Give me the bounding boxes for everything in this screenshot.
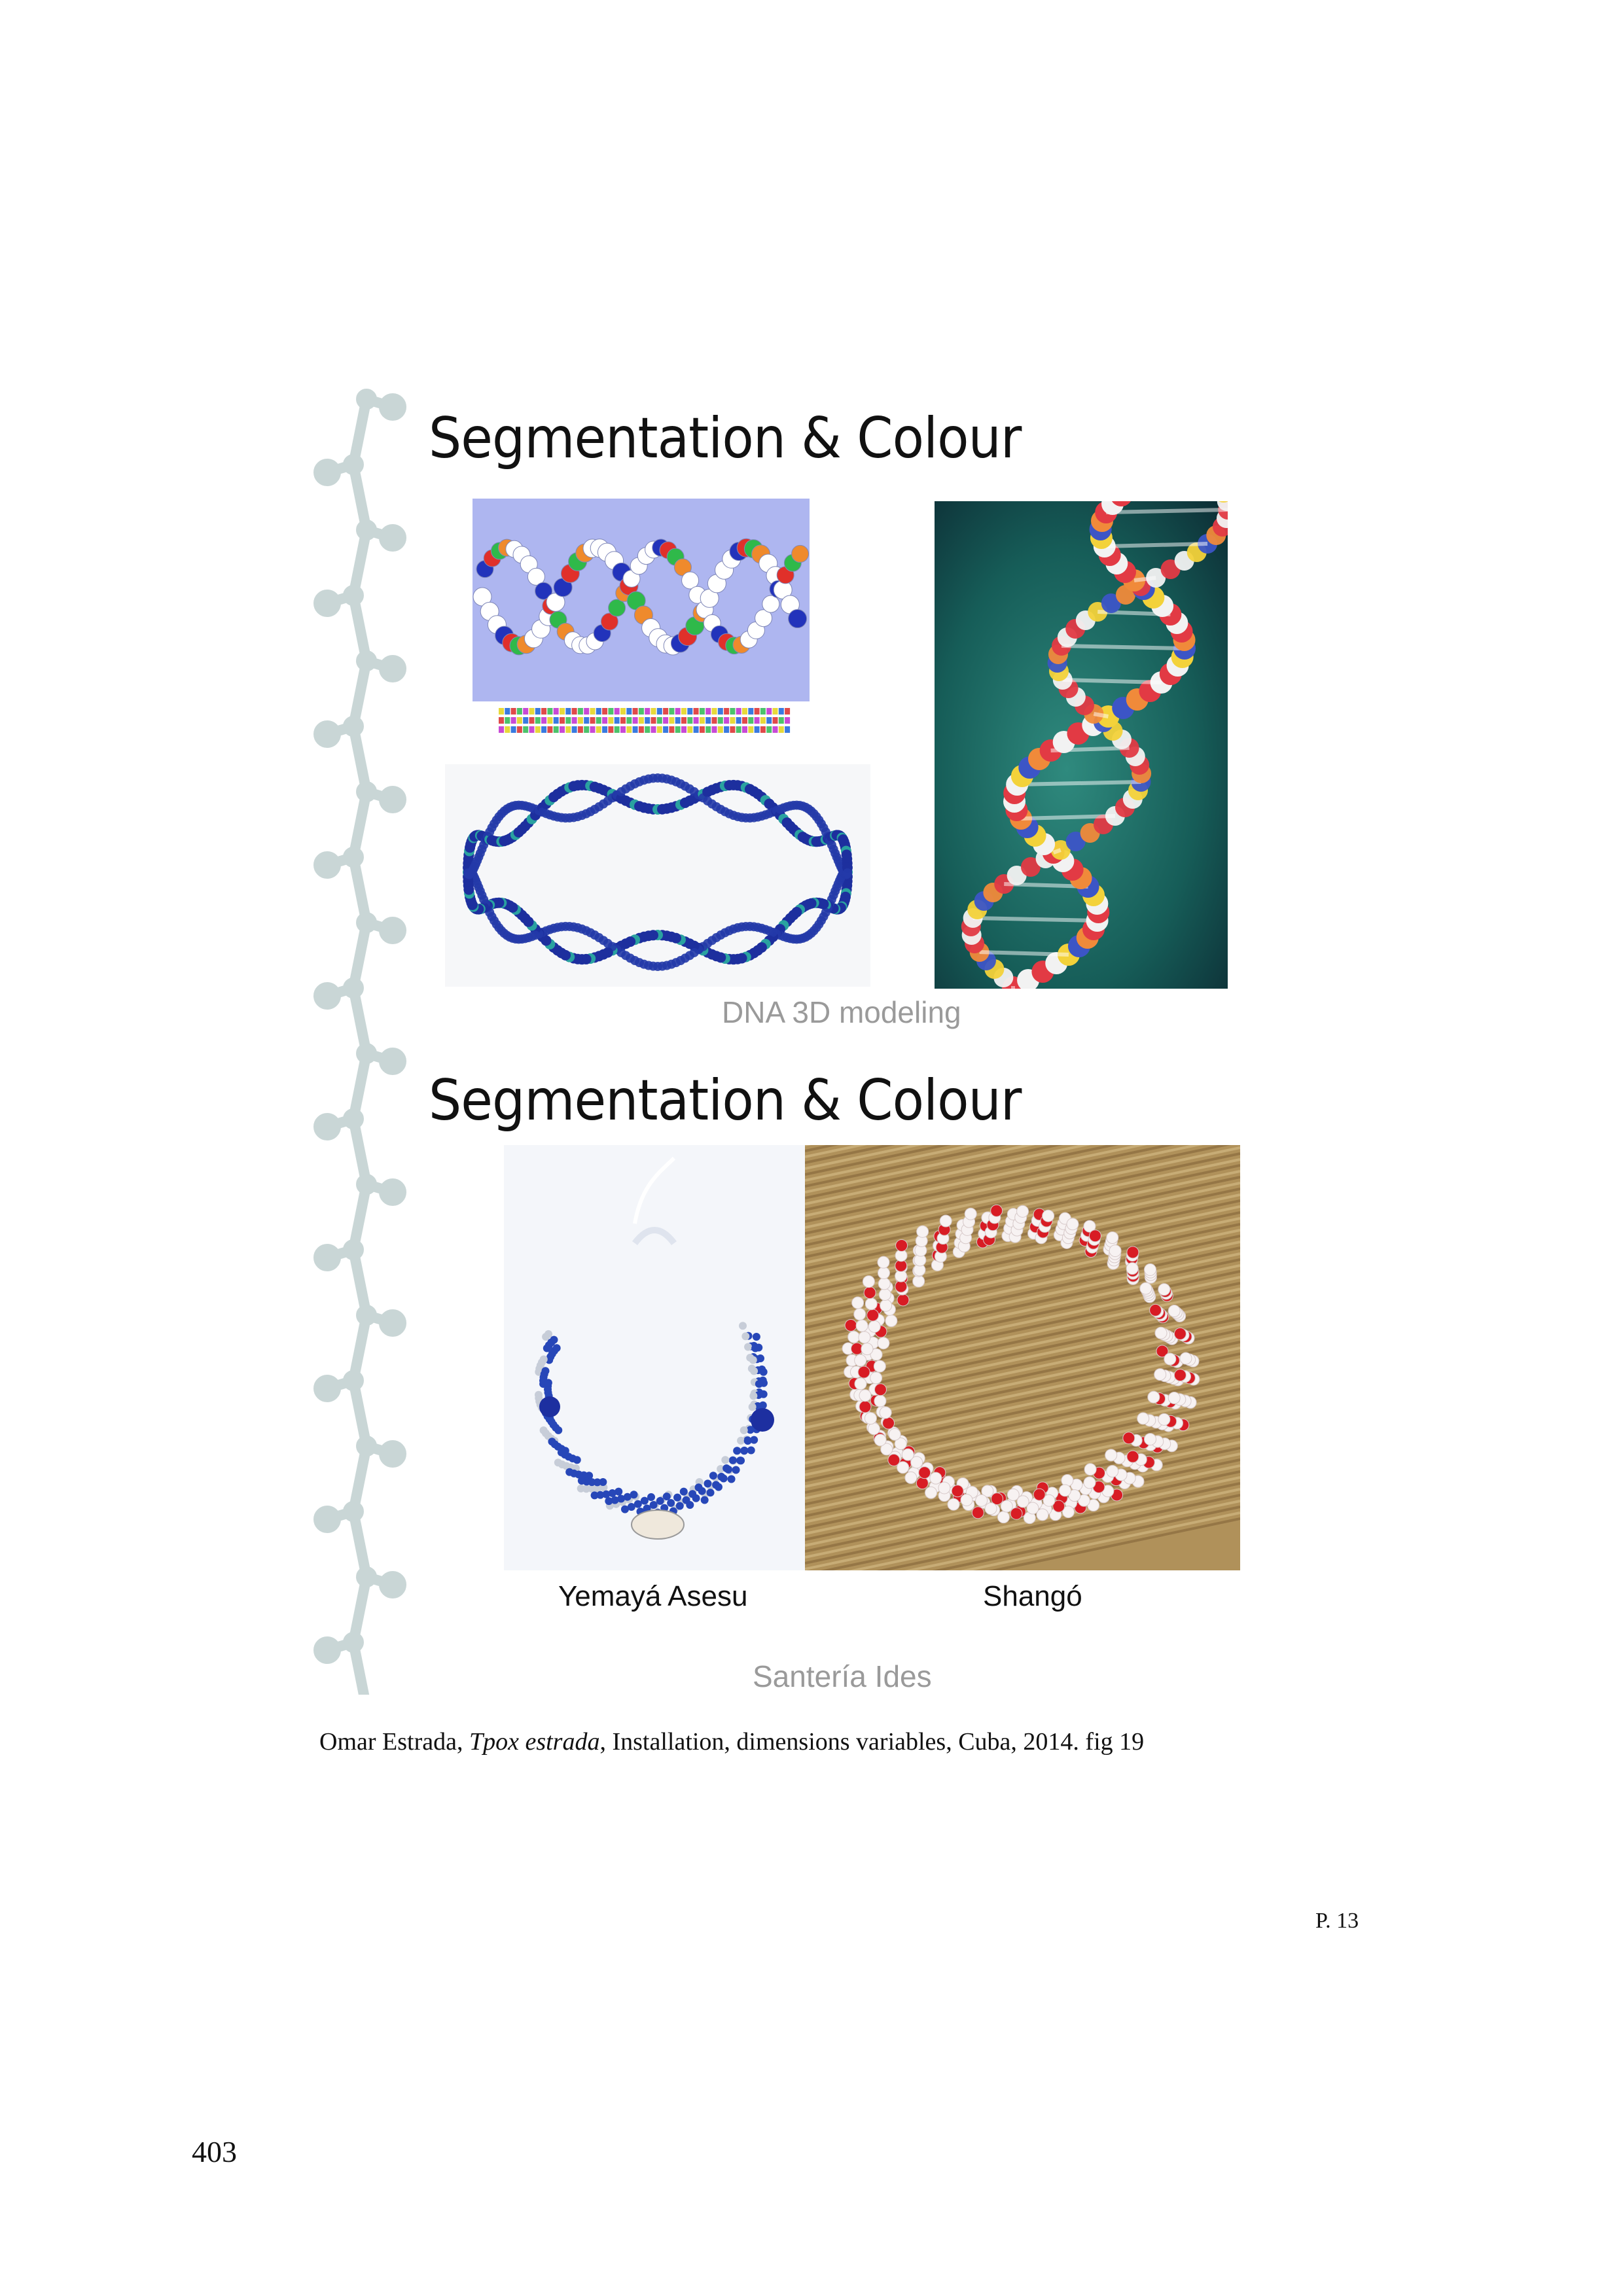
dna-necklace-image — [445, 764, 870, 987]
slide1-heading: Segmentation & Colour — [429, 406, 1022, 471]
figure-caption: Omar Estrada, Tpox estrada, Installation… — [319, 1727, 1144, 1756]
bead-helix-photo — [935, 501, 1228, 989]
slide2-caption: Santería Ides — [753, 1659, 932, 1693]
shango-label: Shangó — [983, 1580, 1082, 1612]
caption-title: Tpox estrada — [469, 1728, 600, 1756]
slide2-heading: Segmentation & Colour — [429, 1068, 1022, 1133]
slide1-caption: DNA 3D modeling — [722, 995, 961, 1029]
page-number: 403 — [192, 2135, 237, 2168]
molecule-chain-decoration — [313, 389, 406, 1695]
dna-model-image — [473, 499, 810, 733]
shango-bracelet-photo — [805, 1145, 1240, 1570]
yemaya-bracelet-photo — [504, 1145, 805, 1570]
caption-author: Omar Estrada, — [319, 1728, 469, 1756]
yemaya-label: Yemayá Asesu — [558, 1580, 748, 1612]
caption-details: , Installation, dimensions variables, Cu… — [599, 1728, 1145, 1756]
slide-page-ref: P. 13 — [1315, 1909, 1359, 1933]
